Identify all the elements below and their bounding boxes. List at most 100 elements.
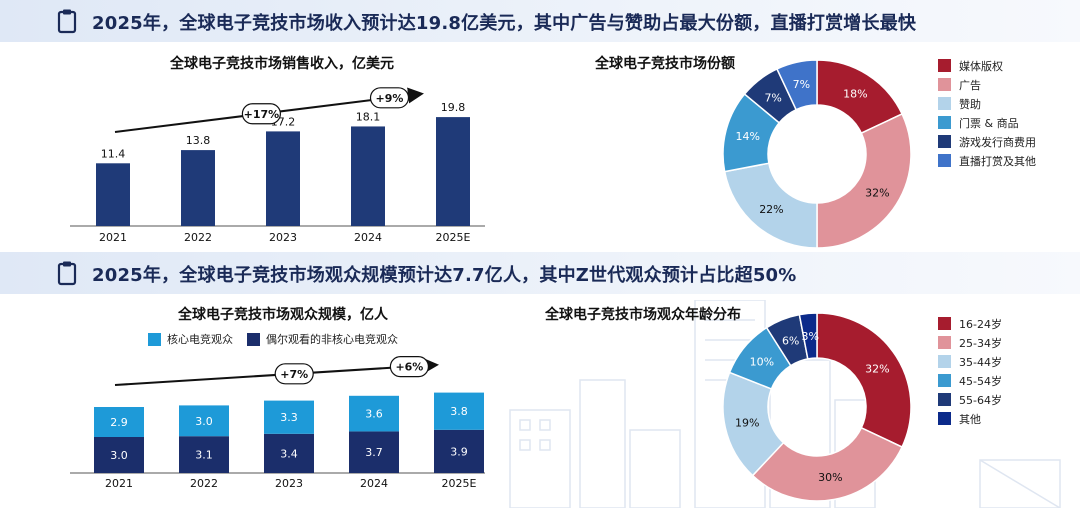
revenue-bar — [96, 163, 130, 226]
share-slice-label: 7% — [764, 92, 781, 105]
revenue-chart-title: 全球电子竞技市场销售收入，亿美元 — [170, 56, 394, 72]
revenue-value-label: 11.4 — [101, 147, 126, 160]
audience-bar-noncore — [94, 437, 144, 473]
legend-swatch — [938, 393, 951, 406]
audience-chart-title: 全球电子竞技市场观众规模，亿人 — [178, 307, 388, 323]
audience-bar-core — [179, 405, 229, 437]
legend-swatch — [938, 59, 951, 72]
age-slice-label: 10% — [750, 355, 774, 368]
share-slice — [775, 59, 818, 111]
aud-growth-badge — [389, 355, 429, 378]
revenue-category-label: 2022 — [184, 231, 212, 244]
aud-growth-label: +7% — [280, 368, 308, 381]
audience-bar-noncore — [349, 431, 399, 473]
age-slice-label: 19% — [735, 417, 759, 430]
share-legend-item: 赞助 — [938, 94, 1036, 113]
audience-category-label: 2022 — [190, 477, 218, 490]
age-slice — [798, 312, 818, 360]
revenue-bar — [266, 131, 300, 226]
rev-growth-label: +9% — [376, 92, 404, 105]
legend-label: 核心电竞观众 — [167, 333, 233, 346]
legend-swatch — [938, 412, 951, 425]
legend-label: 游戏发行商费用 — [959, 135, 1036, 149]
age-slice-label: 32% — [865, 363, 889, 376]
share-chart-title: 全球电子竞技市场份额 — [595, 56, 735, 72]
legend-label: 媒体版权 — [959, 59, 1003, 73]
legend-label: 其他 — [959, 412, 981, 426]
revenue-bar — [436, 117, 470, 226]
audience-bar-noncore — [264, 433, 314, 473]
legend-swatch — [247, 332, 260, 346]
audience-bar-noncore — [434, 429, 484, 473]
audience-legend-item: 核心电竞观众 — [148, 331, 233, 347]
age-slice — [751, 426, 904, 502]
legend-swatch — [938, 97, 951, 110]
legend-swatch — [938, 116, 951, 129]
section-title-revenue: 2025年，全球电子竞技市场收入预计达19.8亿美元，其中广告与赞助占最大份额，… — [92, 13, 917, 34]
clipboard-icon — [57, 9, 77, 34]
aud-growth-label: +6% — [395, 361, 423, 374]
rev-growth-badge — [369, 87, 410, 109]
legend-label: 45-54岁 — [959, 374, 1002, 388]
audience-noncore-label: 3.9 — [450, 445, 468, 458]
audience-noncore-label: 3.1 — [195, 449, 213, 462]
aud-growth-badge — [274, 363, 314, 385]
legend-swatch — [938, 135, 951, 148]
legend-label: 55-64岁 — [959, 393, 1002, 407]
audience-core-label: 3.8 — [450, 405, 468, 418]
revenue-value-label: 18.1 — [356, 110, 381, 123]
revenue-value-label: 19.8 — [441, 101, 466, 114]
rev-growth-label: +17% — [244, 108, 280, 121]
age-slice-label: 30% — [818, 471, 842, 484]
section-banner-revenue: 2025年，全球电子竞技市场收入预计达19.8亿美元，其中广告与赞助占最大份额，… — [0, 0, 1080, 42]
audience-noncore-label: 3.0 — [110, 449, 128, 462]
share-legend-item: 游戏发行商费用 — [938, 132, 1036, 151]
legend-swatch — [938, 355, 951, 368]
legend-label: 16-24岁 — [959, 317, 1002, 331]
legend-label: 25-34岁 — [959, 336, 1002, 350]
audience-bar-core — [94, 407, 144, 437]
revenue-value-label: 13.8 — [186, 134, 211, 147]
audience-core-label: 3.0 — [195, 415, 213, 428]
age-slice-label: 6% — [782, 335, 799, 348]
audience-bar-core — [264, 400, 314, 434]
audience-core-label: 3.3 — [280, 411, 298, 424]
age-legend-item: 25-34岁 — [938, 333, 1002, 352]
legend-label: 偶尔观看的非核心电竞观众 — [266, 333, 398, 346]
legend-label: 赞助 — [959, 97, 981, 111]
age-slice — [816, 312, 912, 449]
audience-category-label: 2024 — [360, 477, 388, 490]
audience-category-label: 2025E — [442, 477, 477, 490]
share-slice-label: 22% — [759, 203, 783, 216]
age-legend-item: 55-64岁 — [938, 390, 1002, 409]
share-slice — [723, 162, 818, 249]
legend-label: 门票 & 商品 — [959, 116, 1019, 130]
age-slice-label: 3% — [802, 330, 819, 343]
age-legend-item: 35-44岁 — [938, 352, 1002, 371]
revenue-category-label: 2021 — [99, 231, 127, 244]
age-legend-item: 16-24岁 — [938, 314, 1002, 333]
share-slice-label: 32% — [865, 186, 889, 199]
legend-label: 直播打赏及其他 — [959, 154, 1036, 168]
legend-swatch — [938, 78, 951, 91]
rev-growth-badge — [241, 103, 281, 125]
audience-bar-core — [349, 395, 399, 432]
audience-legend: 核心电竞观众 偶尔观看的非核心电竞观众 — [148, 331, 398, 347]
age-chart-title: 全球电子竞技市场观众年龄分布 — [545, 307, 741, 323]
clipboard-icon — [57, 261, 77, 286]
audience-bar-noncore — [179, 436, 229, 473]
legend-swatch — [938, 317, 951, 330]
share-slice-label: 14% — [736, 130, 760, 143]
audience-category-label: 2023 — [275, 477, 303, 490]
revenue-bar — [181, 150, 215, 226]
legend-swatch — [938, 154, 951, 167]
audience-core-label: 3.6 — [365, 408, 383, 421]
legend-swatch — [938, 374, 951, 387]
age-legend-item: 45-54岁 — [938, 371, 1002, 390]
age-legend: 16-24岁 25-34岁 35-44岁 45-54岁 55-64岁 其他 — [938, 314, 1002, 428]
section-title-audience: 2025年，全球电子竞技市场观众规模预计达7.7亿人，其中Z世代观众预计占比超5… — [92, 265, 797, 286]
revenue-category-label: 2023 — [269, 231, 297, 244]
audience-bar-core — [434, 392, 484, 430]
audience-legend-item: 偶尔观看的非核心电竞观众 — [247, 331, 398, 347]
legend-label: 35-44岁 — [959, 355, 1002, 369]
